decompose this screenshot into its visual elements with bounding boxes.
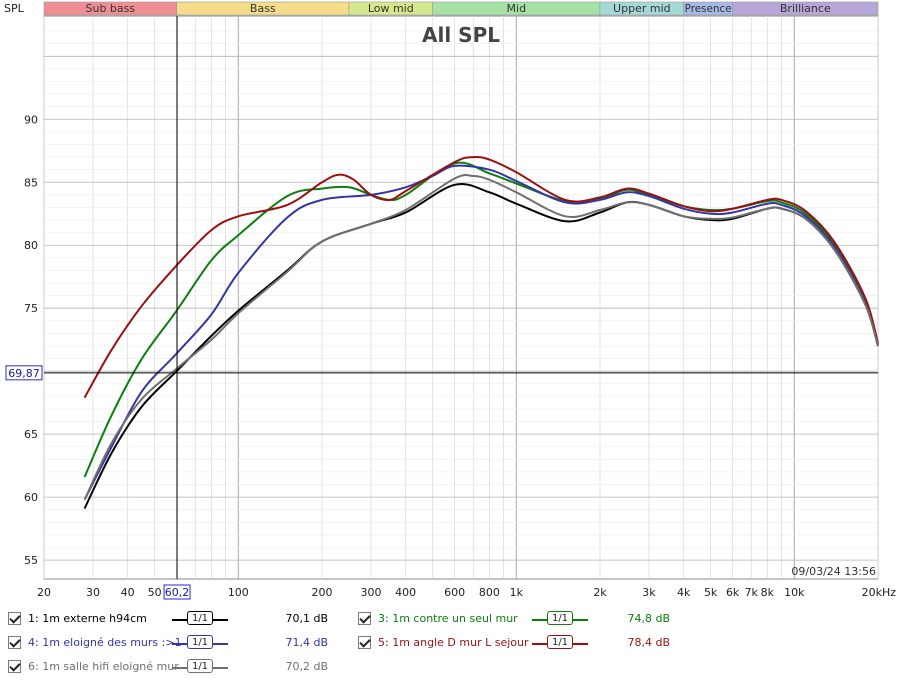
cursor-y-readout-box	[5, 365, 43, 381]
x-tick-label-600: 600	[444, 586, 465, 599]
x-tick-label-10000: 10k	[784, 586, 805, 599]
band-label-4: Upper mid	[613, 2, 671, 15]
x-tick-label-8000: 8k	[761, 586, 775, 599]
series-4-checkbox[interactable]	[8, 636, 21, 649]
series-3-label: 3: 1m contre un seul mur	[378, 612, 518, 625]
band-label-5: Presence	[685, 2, 732, 15]
x-tick-label-20: 20	[37, 586, 51, 599]
y-tick-label-75: 75	[24, 302, 38, 315]
band-label-0: Sub bass	[86, 2, 136, 15]
series-line-2	[83, 161, 879, 478]
series-line-3	[83, 164, 879, 501]
band-label-2: Low mid	[368, 2, 414, 15]
band-label-1: Bass	[250, 2, 276, 15]
series-1-label: 1: 1m externe h94cm	[28, 612, 147, 625]
y-axis-label: SPL	[4, 2, 25, 15]
x-tick-label-2000: 2k	[593, 586, 607, 599]
series-5-value: 78,4 dB	[627, 636, 670, 649]
x-tick-label-7000: 7k	[745, 586, 759, 599]
series-4-label: 4: 1m eloigné des murs :>1	[28, 636, 182, 649]
legend: 1: 1m externe h94cm 1/1 70,1 dB 3: 1m co…	[0, 604, 900, 681]
x-tick-label-1000: 1k	[510, 586, 524, 599]
cursor-y-readout: 69,87	[8, 367, 40, 380]
spl-chart[interactable]: Sub bass Bass Low mid Mid Upper mid Presence B…	[0, 0, 900, 604]
series-line-5	[83, 174, 879, 501]
timestamp: 09/03/24 13:56	[791, 565, 876, 578]
x-tick-label-40: 40	[121, 586, 135, 599]
cursor-x-readout-box	[163, 584, 191, 600]
x-tick-label-30: 30	[86, 586, 100, 599]
x-tick-label-4000: 4k	[677, 586, 691, 599]
band-label-3: Mid	[507, 2, 527, 15]
series-4-smoothing-box: 1/1	[187, 635, 213, 649]
series-6-smoothing-selector[interactable]: 1/1	[172, 658, 228, 676]
series-4-value: 71,4 dB	[285, 636, 328, 649]
series-3-smoothing-box: 1/1	[547, 611, 573, 625]
legend-item-5[interactable]: 5: 1m angle D mur L sejour 1/1 78,4 dB	[358, 632, 688, 654]
series-1-value: 70,1 dB	[285, 612, 328, 625]
chart-title: All SPL	[422, 23, 500, 47]
x-tick-label-100: 100	[228, 586, 249, 599]
x-tick-label-50: 50	[148, 586, 162, 599]
series-3-smoothing-selector[interactable]: 1/1	[532, 610, 588, 628]
legend-item-3[interactable]: 3: 1m contre un seul mur 1/1 74,8 dB	[358, 608, 688, 630]
band-label-6: Brilliance	[780, 2, 831, 15]
series-5-smoothing-box: 1/1	[547, 635, 573, 649]
series-6-value: 70,2 dB	[285, 660, 328, 673]
series-1-checkbox[interactable]	[8, 612, 21, 625]
x-tick-label-20000: 20kHz	[862, 586, 897, 599]
y-tick-label-55: 55	[24, 554, 38, 567]
x-tick-label-300: 300	[360, 586, 381, 599]
plot-area	[43, 15, 879, 580]
series-6-checkbox[interactable]	[8, 660, 21, 673]
series-6-smoothing-box: 1/1	[187, 659, 213, 673]
series-3-value: 74,8 dB	[627, 612, 670, 625]
band-6	[732, 1, 879, 16]
legend-item-1[interactable]: 1: 1m externe h94cm 1/1 70,1 dB	[8, 608, 338, 630]
x-tick-label-3000: 3k	[642, 586, 656, 599]
y-tick-label-80: 80	[24, 239, 38, 252]
series-5-label: 5: 1m angle D mur L sejour	[378, 636, 529, 649]
x-tick-label-800: 800	[479, 586, 500, 599]
legend-item-6[interactable]: 6: 1m salle hifi eloigné mur 1/1 70,2 dB	[8, 656, 338, 678]
series-4-smoothing-selector[interactable]: 1/1	[172, 634, 228, 652]
x-tick-label-200: 200	[312, 586, 333, 599]
series-3-checkbox[interactable]	[358, 612, 371, 625]
x-tick-label-5000: 5k	[704, 586, 718, 599]
y-tick-label-90: 90	[24, 113, 38, 126]
x-tick-label-400: 400	[395, 586, 416, 599]
series-line-4	[83, 155, 879, 399]
y-tick-label-85: 85	[24, 176, 38, 189]
series-5-checkbox[interactable]	[358, 636, 371, 649]
series-1-smoothing-selector[interactable]: 1/1	[172, 610, 228, 628]
legend-item-4[interactable]: 4: 1m eloigné des murs :>1 1/1 71,4 dB	[8, 632, 338, 654]
series-5-smoothing-selector[interactable]: 1/1	[532, 634, 588, 652]
series-6-label: 6: 1m salle hifi eloigné mur	[28, 660, 179, 673]
x-tick-label-6000: 6k	[726, 586, 740, 599]
series-1-smoothing-box: 1/1	[187, 611, 213, 625]
y-tick-label-60: 60	[24, 491, 38, 504]
cursor-x-readout: 60,2	[165, 586, 190, 599]
y-tick-label-65: 65	[24, 428, 38, 441]
